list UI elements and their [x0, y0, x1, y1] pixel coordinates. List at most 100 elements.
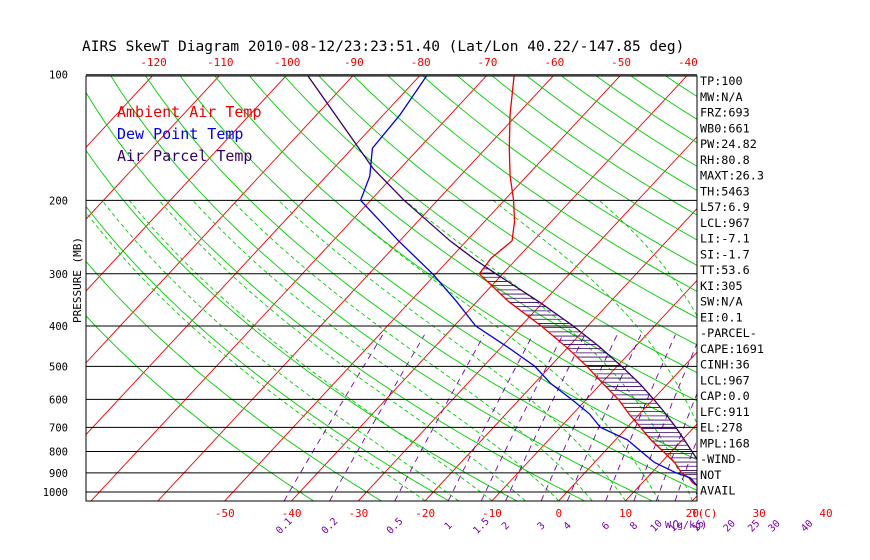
moist-adiabat-line	[192, 199, 560, 501]
top-temp-tick-label: -120	[140, 56, 167, 69]
top-temp-tick-label: -70	[478, 56, 498, 69]
dry-adiabat-line	[422, 76, 697, 266]
index-value: PW:24.82	[700, 137, 757, 151]
bottom-temp-tick-label: -10	[482, 507, 502, 520]
series-line	[359, 76, 697, 495]
dry-adiabat-line	[110, 76, 653, 501]
index-value: EI:0.1	[700, 310, 743, 324]
moist-adiabat-line	[128, 200, 493, 501]
dry-adiabat-line	[283, 76, 697, 374]
dry-adiabat-line	[318, 76, 697, 346]
index-value: CINH:36	[700, 358, 750, 372]
isotherm-line	[90, 76, 487, 501]
dry-adiabat-line	[214, 76, 697, 431]
y-axis-label: PRESSURE (MB)	[71, 237, 84, 323]
index-value: FRZ:693	[700, 106, 750, 120]
dry-adiabat-line	[145, 76, 697, 491]
bottom-temp-tick-label: -50	[215, 507, 235, 520]
index-value: EL:278	[700, 421, 743, 435]
cape-hatch-area	[479, 268, 697, 480]
isotherm-line	[86, 76, 287, 292]
dry-adiabat-line	[86, 149, 517, 501]
chart-legend: Ambient Air Temp Dew Point Temp Air Parcel…	[117, 103, 262, 165]
dry-adiabat-line	[352, 76, 697, 319]
isobar-lines	[86, 74, 697, 493]
mixing-ratio-line	[283, 334, 384, 501]
moist-adiabat-line	[598, 199, 697, 317]
isotherm-line	[157, 76, 554, 501]
dry-adiabat-line	[387, 76, 697, 292]
pressure-tick-label: 800	[49, 447, 68, 459]
moist-adiabat-line	[492, 199, 697, 425]
legend-entry: Air Parcel Temp	[117, 147, 252, 165]
moist-adiabat-lines	[86, 199, 697, 501]
index-value: AVAIL	[700, 484, 736, 498]
pressure-tick-label: 500	[49, 361, 68, 373]
isotherm-line	[86, 76, 153, 148]
pressure-tick-label: 900	[49, 468, 68, 480]
index-value: SI:-1.7	[700, 247, 750, 261]
moist-adiabat-line	[86, 211, 426, 501]
moist-adiabat-line	[158, 200, 526, 501]
mixing-ratio-line	[655, 392, 697, 501]
moist-adiabat-line	[277, 199, 626, 501]
index-value: -PARCEL-	[700, 326, 757, 340]
top-temp-tick-label: -60	[544, 56, 564, 69]
index-value: NOT	[700, 468, 721, 482]
isotherm-line	[625, 423, 697, 501]
mixing-ratio-line	[480, 334, 564, 501]
index-value: TH:5463	[700, 184, 750, 198]
index-value: MPL:168	[700, 436, 750, 450]
mixing-ratio-unit-label: W(g/kg)	[665, 520, 707, 531]
top-temp-tick-label: -90	[344, 56, 364, 69]
index-value: LCL:967	[700, 373, 750, 387]
isotherm-line	[358, 136, 697, 501]
index-value: TP:100	[700, 74, 743, 88]
index-value: KI:305	[700, 279, 743, 293]
moist-adiabat-line	[231, 199, 593, 501]
temp-unit-label: T(C)	[691, 507, 718, 520]
bottom-temp-tick-label: -40	[282, 507, 302, 520]
dry-adiabat-line	[179, 76, 697, 461]
index-value: WB0:661	[700, 121, 750, 135]
index-value: CAPE:1691	[700, 342, 764, 356]
isotherm-line	[86, 76, 354, 364]
isotherm-line	[86, 76, 421, 436]
index-value: SW:N/A	[700, 295, 743, 309]
bottom-temp-tick-label: -20	[415, 507, 435, 520]
pressure-tick-label: 1000	[43, 487, 68, 499]
chart-title: AIRS SkewT Diagram 2010-08-12/23:23:51.4…	[82, 39, 684, 55]
pressure-tick-label: 100	[49, 70, 68, 82]
dry-adiabat-line	[86, 315, 314, 501]
mixing-ratio-line	[566, 334, 642, 501]
bottom-temp-tick-label: -30	[348, 507, 368, 520]
legend-entry: Dew Point Temp	[117, 125, 243, 143]
mixing-ratio-line	[540, 334, 618, 501]
mixing-ratio-line	[329, 334, 425, 501]
index-value: RH:80.8	[700, 153, 750, 167]
bottom-temp-tick-label: 40	[819, 507, 832, 520]
index-value: -WIND-	[700, 452, 743, 466]
top-temp-tick-label: -80	[411, 56, 431, 69]
bottom-temp-tick-label: 0	[555, 507, 562, 520]
top-temp-tick-label: -100	[274, 56, 301, 69]
pressure-tick-label: 700	[49, 422, 68, 434]
mixing-ratio-line	[605, 334, 676, 501]
isotherm-lines	[86, 76, 697, 501]
mixing-ratio-line	[505, 334, 586, 501]
dry-adiabat-lines	[86, 76, 697, 501]
pressure-tick-label: 400	[49, 321, 68, 333]
dry-adiabat-line	[86, 260, 382, 501]
dry-adiabat-line	[86, 205, 450, 501]
top-temp-tick-label: -50	[611, 56, 631, 69]
isotherm-line	[558, 351, 697, 501]
isotherm-line	[86, 76, 220, 220]
top-temp-tick-label: -40	[678, 56, 698, 69]
sounding-series	[307, 76, 697, 495]
plot-frame	[85, 75, 698, 502]
pressure-tick-label: 300	[49, 269, 68, 281]
